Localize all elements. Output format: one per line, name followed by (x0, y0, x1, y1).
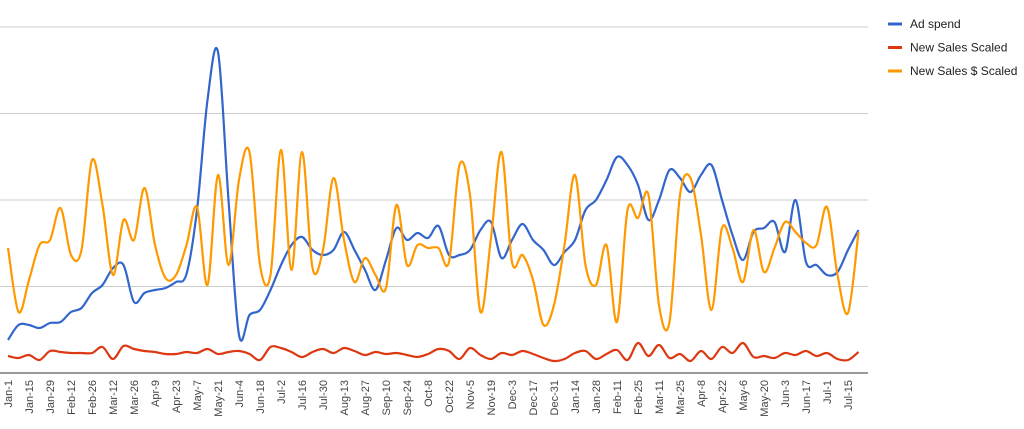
x-tick-label: May-7 (192, 380, 204, 411)
x-tick-label: Apr-8 (696, 380, 708, 407)
x-tick-label: Mar-12 (108, 380, 120, 415)
x-tick-label: Jul-1 (822, 380, 834, 404)
x-tick-label: Oct-22 (444, 380, 456, 413)
series-line (7, 341, 860, 363)
x-tick-label: Dec-3 (507, 380, 519, 409)
x-tick-label: Oct-8 (423, 380, 435, 407)
x-tick-label: Feb-11 (612, 380, 624, 414)
x-tick-label: Jul-15 (843, 380, 855, 410)
x-tick-label: May-6 (738, 380, 750, 411)
series-line (6, 146, 860, 332)
x-tick-label: Jan-28 (591, 380, 603, 414)
x-tick-label: Apr-9 (150, 380, 162, 407)
legend-label: New Sales Scaled (910, 41, 1007, 55)
x-tick-label: Jul-2 (276, 380, 288, 404)
x-tick-label: Aug-13 (339, 380, 351, 415)
x-tick-label: Jan-15 (24, 380, 36, 414)
x-tick-label: Nov-19 (486, 380, 498, 415)
legend-label: New Sales $ Scaled (910, 64, 1017, 78)
x-tick-label: Sep-24 (402, 380, 414, 415)
x-tick-label: Jan-29 (45, 380, 57, 414)
x-tick-label: Feb-26 (87, 380, 99, 415)
x-tick-label: Mar-26 (129, 380, 141, 415)
x-tick-label: Feb-25 (633, 380, 645, 415)
legend-label: Ad spend (910, 17, 961, 31)
x-tick-label: Jun-18 (255, 380, 267, 414)
x-tick-label: Feb-12 (66, 380, 78, 415)
x-tick-label: Jun-3 (780, 380, 792, 408)
x-tick-label: Sep-10 (381, 380, 393, 415)
x-tick-label: Jun-4 (234, 380, 246, 408)
x-tick-label: Aug-27 (360, 380, 372, 415)
series-line (7, 46, 860, 342)
x-tick-label: Dec-31 (549, 380, 561, 415)
x-tick-label: Jan-14 (570, 380, 582, 414)
x-tick-label: Jan-1 (3, 380, 15, 408)
x-tick-label: Apr-23 (171, 380, 183, 413)
x-tick-label: May-21 (213, 380, 225, 417)
x-tick-label: Apr-22 (717, 380, 729, 413)
x-tick-label: Nov-5 (465, 380, 477, 409)
x-tick-label: May-20 (759, 380, 771, 417)
x-tick-label: Jun-17 (801, 380, 813, 414)
x-tick-label: Jul-16 (297, 380, 309, 410)
x-tick-label: Mar-25 (675, 380, 687, 415)
x-tick-label: Jul-30 (318, 380, 330, 410)
x-tick-label: Dec-17 (528, 380, 540, 415)
x-tick-label: Mar-11 (654, 380, 666, 414)
